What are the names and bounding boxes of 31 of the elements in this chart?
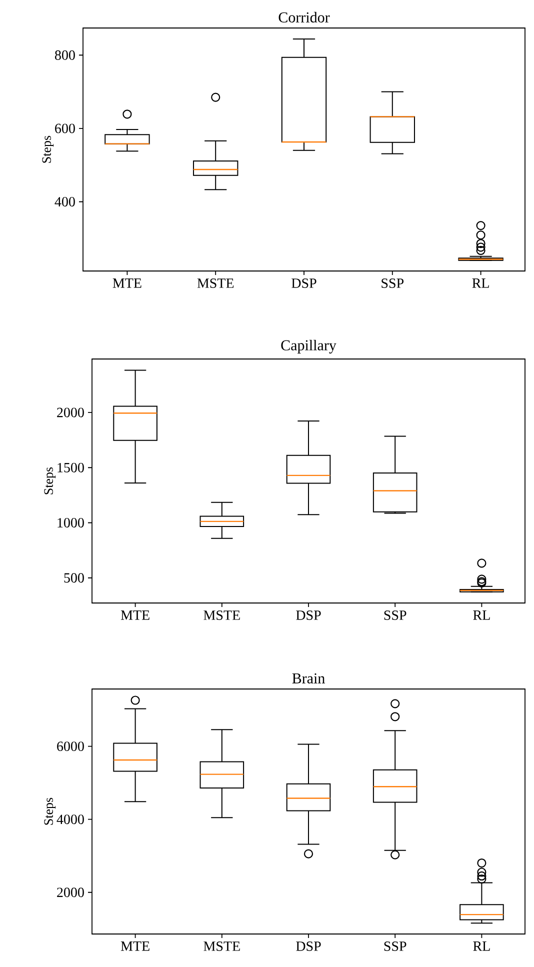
x-tick-label: DSP [296, 610, 321, 620]
x-tick-label: MTE [112, 278, 142, 288]
y-tick-label: 6000 [57, 742, 84, 752]
chart-title: Brain [292, 673, 325, 684]
x-tick-label: SSP [384, 942, 406, 951]
y-axis-title: Steps [44, 798, 56, 825]
y-tick-label: 600 [55, 124, 75, 134]
x-tick-label: MSTE [197, 278, 234, 288]
x-tick-label: MTE [120, 610, 150, 620]
chart-title: Corridor [278, 12, 330, 22]
x-tick-label: DSP [292, 278, 316, 288]
x-tick-label: MSTE [204, 942, 240, 951]
x-tick-label: SSP [382, 278, 404, 288]
y-axis-title: Steps [42, 136, 54, 163]
y-tick-label: 2000 [57, 888, 84, 898]
x-tick-label: SSP [384, 610, 406, 620]
x-tick-label: MSTE [204, 610, 240, 620]
y-tick-label: 400 [54, 197, 75, 206]
y-tick-label: 2000 [57, 408, 84, 418]
x-tick-label: RL [472, 278, 489, 288]
y-tick-label: 1500 [58, 462, 84, 472]
x-tick-label: RL [473, 942, 490, 951]
x-tick-label: DSP [296, 942, 321, 951]
y-axis-title: Steps [44, 467, 56, 494]
chart-title: Capillary [281, 340, 336, 354]
x-tick-label: RL [473, 610, 490, 620]
y-tick-label: 4000 [56, 814, 84, 824]
y-tick-label: 500 [64, 573, 84, 583]
y-tick-label: 800 [55, 50, 75, 60]
y-tick-label: 1000 [58, 518, 84, 528]
x-tick-label: MTE [120, 942, 150, 951]
